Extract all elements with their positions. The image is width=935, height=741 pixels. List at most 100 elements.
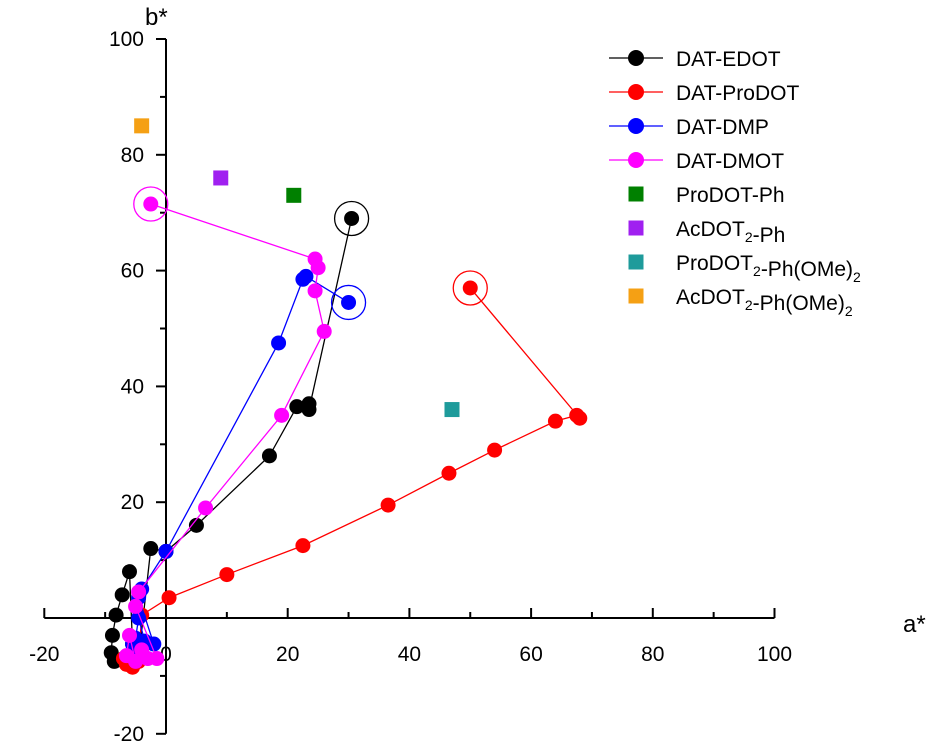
data-point [134, 118, 150, 134]
legend-marker [628, 288, 644, 304]
data-point [341, 294, 357, 310]
y-tick-label: 100 [109, 28, 144, 51]
x-tick-label: 40 [398, 643, 421, 666]
x-tick-label: 100 [757, 643, 792, 666]
y-axis-title: b* [145, 4, 168, 31]
legend-label: ProDOT2-Ph(OMe)2 [676, 252, 861, 285]
series-6 [444, 402, 460, 418]
data-point [307, 283, 323, 299]
data-point [298, 268, 314, 284]
data-point [274, 407, 290, 423]
data-point [114, 587, 130, 603]
data-point [143, 196, 159, 212]
data-point [289, 399, 305, 415]
series-line [122, 287, 581, 668]
legend: DAT-EDOT DAT-ProDOT DAT-DMP DAT-DMOT ProDOT-… [609, 48, 861, 319]
data-point [128, 653, 144, 669]
legend-marker [628, 50, 644, 66]
series-1 [115, 270, 588, 675]
legend-text-part: ProDOT [676, 252, 753, 275]
legend-item: AcDOT2-Ph(OMe)2 [628, 286, 853, 319]
endpoint-ring [333, 200, 370, 237]
legend-item: AcDOT2-Ph [628, 218, 785, 247]
legend-label: AcDOT2-Ph(OMe)2 [676, 286, 853, 319]
legend-label: DAT-EDOT [676, 48, 781, 71]
data-point [161, 590, 177, 606]
legend-item: ProDOT2-Ph(OMe)2 [628, 252, 861, 285]
legend-item: ProDOT-Ph [628, 184, 785, 207]
data-point [128, 598, 144, 614]
endpoint-ring [133, 186, 169, 222]
legend-item: DAT-DMP [609, 116, 769, 139]
data-point [462, 280, 478, 296]
data-point [103, 645, 119, 661]
data-point [286, 187, 302, 203]
x-tick-label: 0 [160, 643, 172, 666]
endpoint-ring [330, 284, 367, 321]
legend-text-part: DAT-ProDOT [676, 82, 799, 105]
series-3 [118, 186, 332, 669]
data-point [143, 541, 159, 557]
legend-label: ProDOT-Ph [676, 184, 785, 207]
legend-item: DAT-EDOT [609, 48, 781, 71]
data-point [295, 538, 311, 554]
data-point [307, 251, 323, 267]
legend-marker [628, 118, 644, 134]
legend-marker [628, 186, 644, 202]
series-layer [103, 118, 588, 675]
legend-subscript: 2 [753, 263, 761, 279]
legend-marker [628, 152, 644, 168]
data-point [198, 500, 214, 516]
data-point [188, 517, 204, 533]
y-tick-label: 20 [121, 491, 144, 514]
data-point [104, 627, 120, 643]
data-point [261, 448, 277, 464]
legend-text-part: AcDOT [676, 286, 745, 309]
data-point [108, 607, 124, 623]
x-tick-label: 20 [276, 643, 299, 666]
data-point [344, 210, 360, 226]
data-point [219, 567, 235, 583]
legend-subscript: 2 [853, 269, 861, 285]
data-point [487, 442, 503, 458]
data-point [316, 323, 332, 339]
legend-subscript: 2 [745, 229, 753, 245]
legend-item: DAT-ProDOT [609, 82, 799, 105]
x-tick-label: -20 [29, 643, 59, 666]
y-tick-label: 40 [121, 375, 144, 398]
series-4 [286, 187, 302, 203]
legend-text-part: AcDOT [676, 218, 745, 241]
data-point [158, 543, 174, 559]
series-line [125, 203, 325, 664]
axes: -20 0 20 40 60 80 100 -20 20 40 60 80 100 a* b* [29, 4, 926, 741]
legend-marker [628, 220, 644, 236]
legend-label: DAT-DMOT [676, 150, 784, 173]
legend-text-part: -Ph(OMe) [761, 258, 853, 281]
legend-subscript: 2 [745, 297, 753, 313]
x-axis-title: a* [903, 611, 926, 638]
data-point [149, 651, 165, 667]
legend-label: AcDOT2-Ph [676, 218, 785, 247]
legend-label: DAT-ProDOT [676, 82, 799, 105]
legend-marker [628, 254, 644, 270]
x-tick-label: 80 [641, 643, 664, 666]
series-7 [134, 118, 150, 134]
data-point [441, 465, 457, 481]
legend-item: DAT-DMOT [609, 150, 784, 173]
data-point [271, 335, 287, 351]
y-tick-label: 80 [121, 144, 144, 167]
data-point [213, 170, 229, 186]
data-point [547, 413, 563, 429]
legend-text-part: DAT-DMP [676, 116, 769, 139]
data-point [444, 402, 460, 418]
endpoint-ring [452, 270, 488, 306]
legend-text-part: DAT-EDOT [676, 48, 781, 71]
legend-subscript: 2 [845, 303, 853, 319]
legend-text-part: DAT-DMOT [676, 150, 784, 173]
data-point [380, 497, 396, 513]
y-tick-label: -20 [114, 723, 144, 741]
legend-marker [628, 84, 644, 100]
data-point [121, 627, 137, 643]
x-tick-label: 60 [519, 643, 542, 666]
